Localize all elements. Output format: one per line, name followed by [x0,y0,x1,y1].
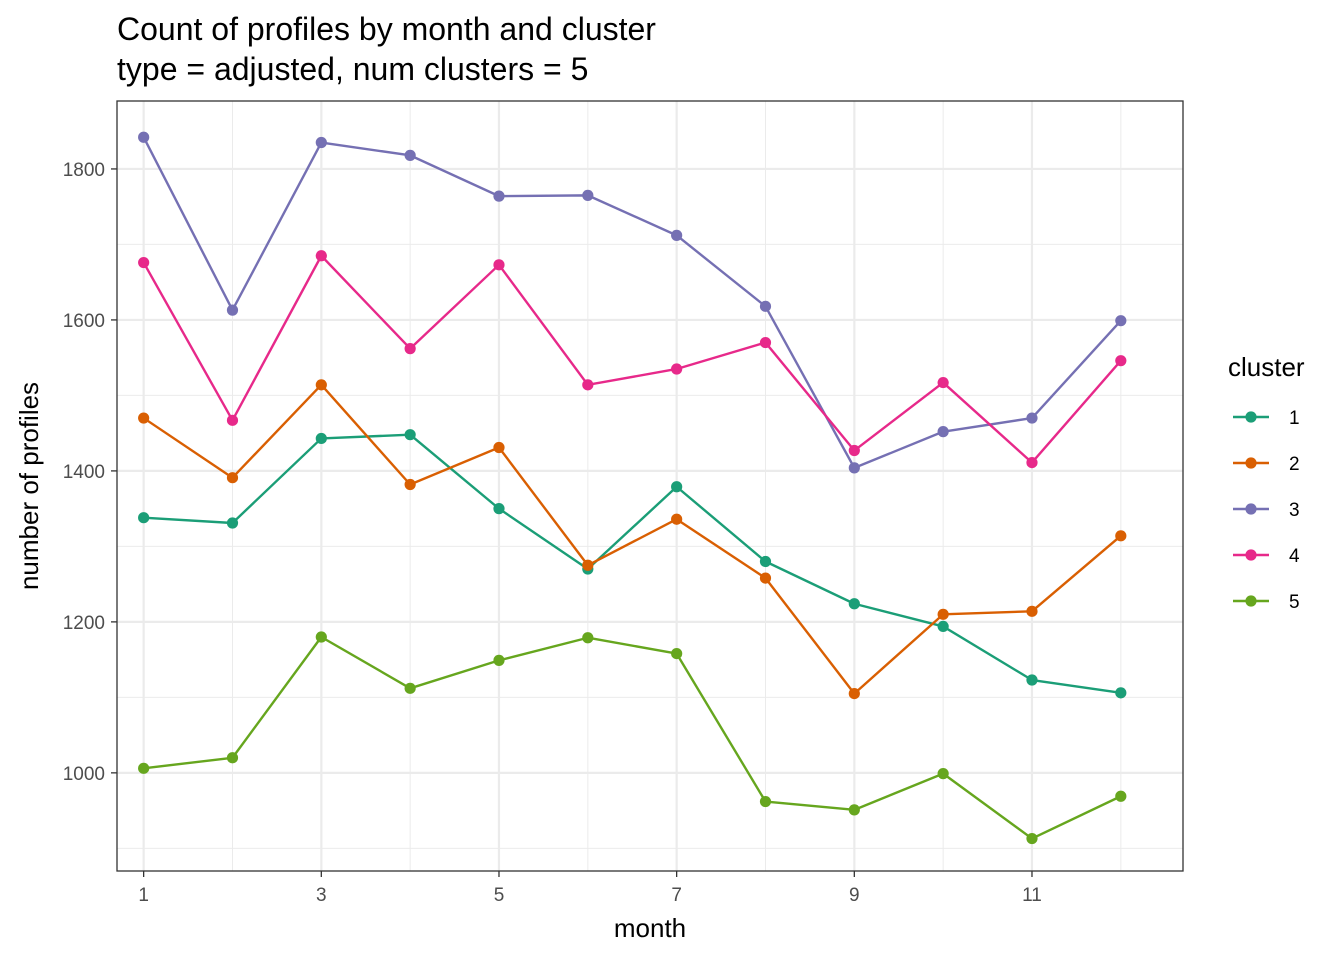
data-point-cluster-3 [138,131,150,143]
legend-key-point-1 [1245,411,1257,423]
data-point-cluster-2 [848,687,860,700]
data-point-cluster-4 [759,336,772,349]
data-point-cluster-5 [848,804,860,816]
x-tick-label: 5 [494,885,505,906]
data-point-cluster-4 [671,363,683,375]
legend-label-4: 4 [1289,546,1300,567]
data-point-cluster-2 [315,379,327,391]
legend-key-point-5 [1245,595,1257,607]
data-point-cluster-3 [1026,412,1038,424]
x-tick-label: 3 [316,885,327,906]
grid [117,101,1183,871]
data-point-cluster-4 [493,259,505,271]
legend-label-5: 5 [1289,592,1300,613]
data-point-cluster-4 [226,414,239,426]
series-line-cluster-4 [142,254,1122,464]
data-point-cluster-2 [1115,530,1127,542]
data-point-cluster-2 [937,608,949,620]
data-point-cluster-1 [671,481,683,493]
chart-title: Count of profiles by month and cluster [117,11,656,47]
y-tick-label: 1800 [63,160,105,181]
data-point-cluster-3 [315,136,327,149]
data-point-cluster-3 [1115,315,1127,327]
data-point-cluster-5 [1026,832,1038,845]
data-point-cluster-1 [315,432,327,445]
legend-key-point-3 [1245,503,1257,515]
legend-label-1: 1 [1289,408,1300,429]
data-point-cluster-3 [582,189,594,201]
data-point-cluster-5 [671,647,683,660]
x-tick-label: 9 [849,885,860,906]
series-group [138,131,1127,845]
data-point-cluster-4 [138,256,150,269]
y-tick-label: 1600 [63,311,105,332]
data-point-cluster-2 [226,472,239,484]
data-point-cluster-2 [138,412,150,424]
data-point-cluster-1 [404,429,416,441]
data-point-cluster-5 [1115,790,1127,802]
data-point-cluster-2 [671,513,683,525]
data-point-cluster-4 [404,343,416,355]
y-axis-title: number of profiles [14,382,44,590]
data-point-cluster-1 [848,598,860,610]
y-tick-label: 1200 [63,613,105,634]
data-point-cluster-1 [493,503,505,515]
data-point-cluster-5 [759,795,772,808]
data-point-cluster-3 [493,190,505,202]
data-point-cluster-3 [671,229,683,241]
data-point-cluster-4 [1115,355,1127,367]
legend-label-3: 3 [1289,500,1300,521]
chart-subtitle: type = adjusted, num clusters = 5 [117,51,588,87]
data-point-cluster-4 [937,376,949,389]
x-tick-label: 11 [1022,885,1042,906]
data-point-cluster-2 [582,559,594,571]
data-point-cluster-1 [1115,687,1127,699]
legend-label-2: 2 [1289,454,1300,475]
data-point-cluster-3 [404,149,416,161]
data-point-cluster-5 [404,682,416,694]
series-line-cluster-1 [143,433,1121,695]
legend-key-point-2 [1245,457,1257,469]
data-point-cluster-2 [493,441,505,454]
x-axis: 1 3 5 7 9 11 [138,871,1042,906]
data-point-cluster-2 [404,478,416,491]
data-point-cluster-3 [848,462,860,474]
data-point-cluster-2 [759,572,772,584]
data-point-cluster-5 [315,631,327,643]
series-line-cluster-3 [142,136,1122,470]
data-point-cluster-1 [759,555,772,568]
series-line-cluster-2 [142,383,1122,695]
data-point-cluster-3 [759,300,772,312]
data-point-cluster-1 [937,620,949,633]
x-tick-label: 7 [671,885,682,906]
y-tick-label: 1400 [63,462,105,483]
data-point-cluster-1 [138,512,150,524]
x-axis-title: month [614,913,686,943]
data-point-cluster-2 [1026,605,1038,617]
data-point-cluster-4 [315,250,327,262]
y-axis: 1000 1200 1400 1600 1800 [63,160,117,785]
data-point-cluster-5 [582,632,594,644]
legend: cluster 1 2 3 4 5 [1228,352,1305,613]
data-point-cluster-4 [1026,456,1038,469]
x-tick-label: 1 [138,885,149,906]
y-tick-label: 1000 [63,764,105,785]
data-point-cluster-1 [1026,674,1038,686]
data-point-cluster-5 [493,654,505,666]
legend-title: cluster [1228,352,1305,382]
data-point-cluster-4 [582,379,594,391]
data-point-cluster-3 [937,426,949,438]
legend-key-point-4 [1245,549,1257,561]
data-point-cluster-4 [848,444,860,457]
plot-panel-border [116,100,1184,872]
data-point-cluster-5 [937,768,949,780]
data-point-cluster-5 [226,752,239,764]
series-line-cluster-5 [143,635,1122,840]
data-point-cluster-5 [138,762,150,774]
data-point-cluster-3 [226,304,239,316]
data-point-cluster-1 [226,517,239,529]
